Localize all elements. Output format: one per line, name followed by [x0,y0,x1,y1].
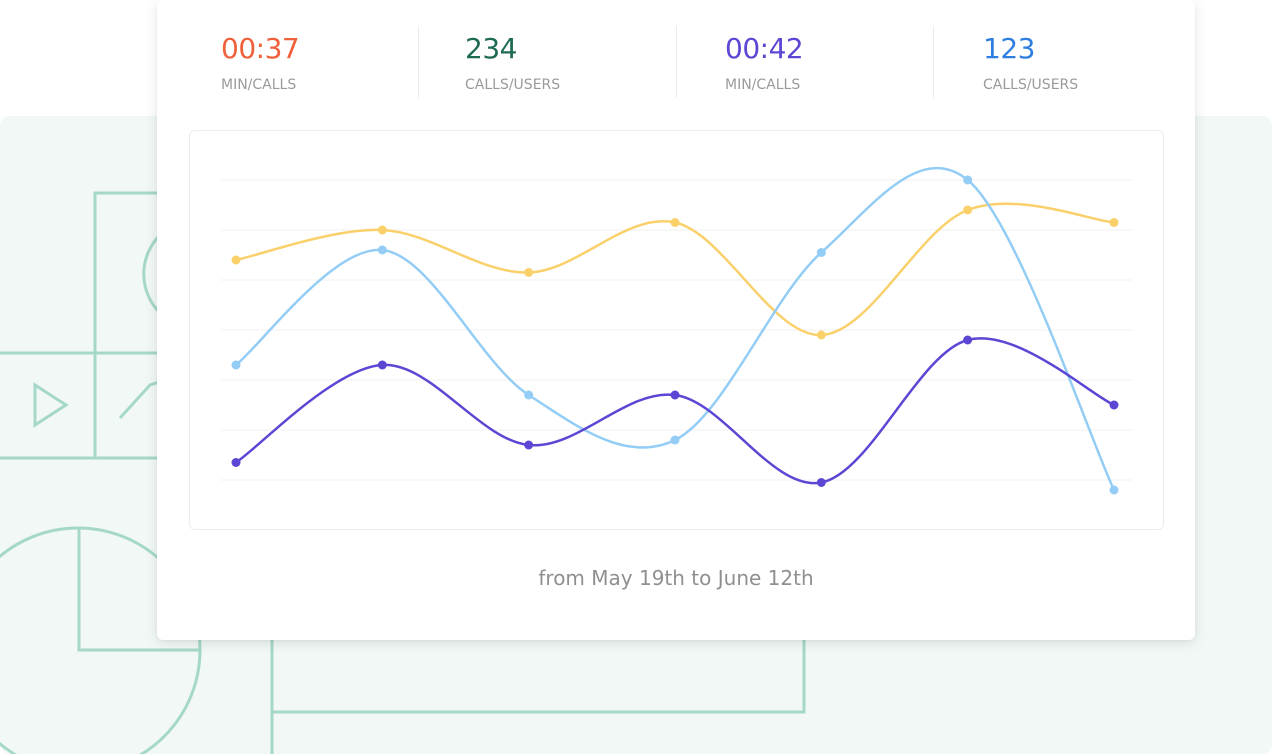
stat-value: 234 [465,32,517,65]
data-point[interactable] [231,360,241,370]
stat-label: MIN/CALLS [725,77,801,93]
data-point[interactable] [816,248,826,257]
data-point[interactable] [524,268,534,277]
data-point[interactable] [963,175,973,185]
chart-container [189,130,1164,530]
data-point[interactable] [1109,485,1119,495]
data-point[interactable] [1109,400,1119,410]
data-point[interactable] [963,205,973,215]
gridlines [221,179,1132,481]
series-line-3 [234,337,1116,485]
date-range-caption: from May 19th to June 12th [538,566,814,590]
data-point[interactable] [231,255,241,265]
line-chart [221,166,1132,495]
stats-card: 00:37 MIN/CALLS 234 CALLS/USERS 00:42 MI… [157,0,1195,640]
data-point[interactable] [816,330,826,340]
stat-label: MIN/CALLS [221,77,297,93]
stat-label: CALLS/USERS [983,77,1079,93]
data-point[interactable] [816,478,826,487]
data-point[interactable] [524,390,534,400]
data-point[interactable] [1109,218,1119,227]
stat-divider [418,26,419,98]
data-point[interactable] [670,435,680,445]
data-point[interactable] [670,218,680,227]
stats-row: 00:37 MIN/CALLS 234 CALLS/USERS 00:42 MI… [157,22,1195,100]
data-point[interactable] [524,440,534,450]
stat-divider [933,26,934,98]
data-point[interactable] [231,458,241,467]
stat-divider [676,26,677,98]
data-point[interactable] [670,390,680,400]
stat-label: CALLS/USERS [465,77,561,93]
stat-value: 123 [983,32,1035,65]
stat-value: 00:42 [725,32,804,65]
data-point[interactable] [377,245,387,255]
data-point[interactable] [377,225,387,235]
data-point[interactable] [963,335,973,345]
data-point[interactable] [377,360,387,370]
stat-value: 00:37 [221,32,300,65]
